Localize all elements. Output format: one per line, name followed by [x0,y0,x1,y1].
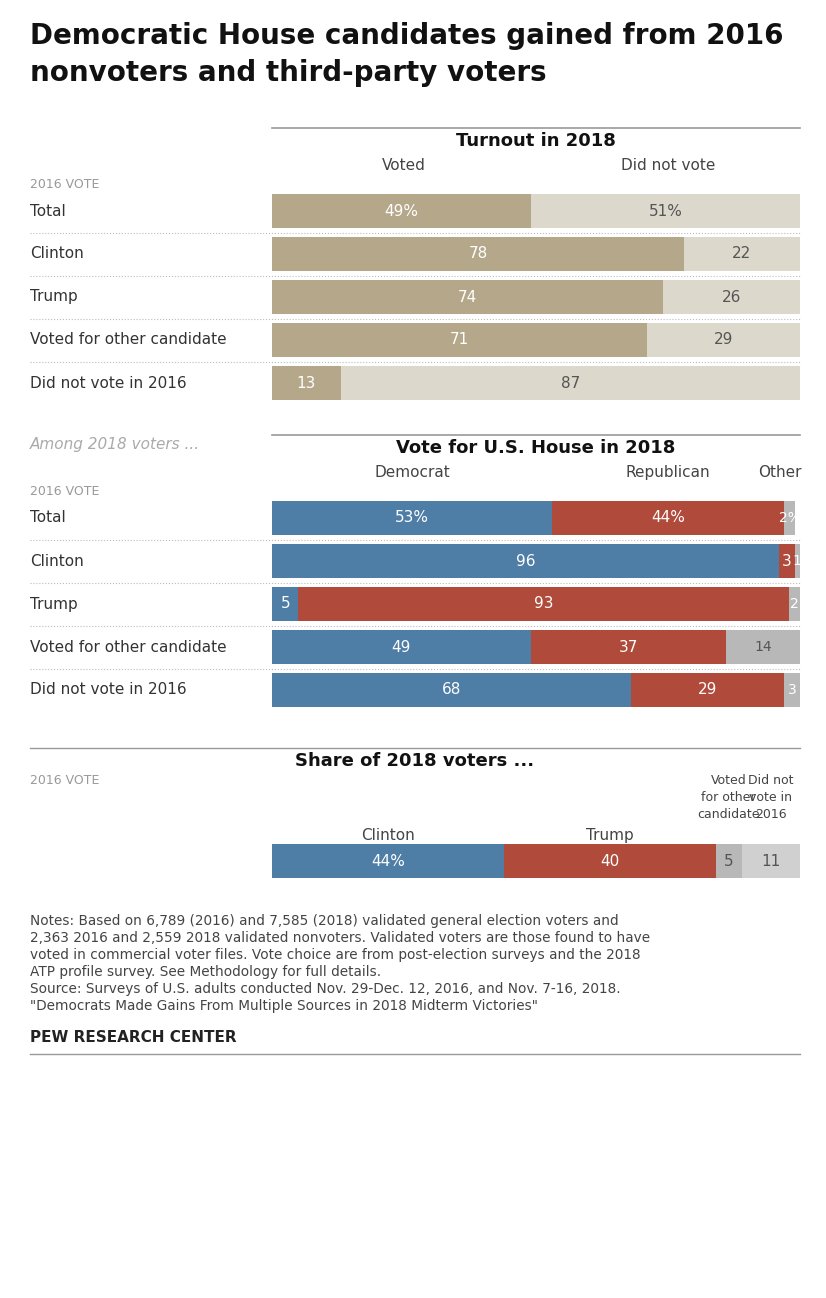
Text: Republican: Republican [625,465,710,480]
Text: Did not
vote in
2016: Did not vote in 2016 [748,774,794,822]
Text: Among 2018 voters ...: Among 2018 voters ... [30,437,200,452]
Text: 13: 13 [297,375,316,391]
Bar [272,844,505,877]
Text: Clinton: Clinton [361,828,415,842]
Text: Share of 2018 voters ...: Share of 2018 voters ... [296,752,534,770]
Text: 87: 87 [561,375,580,391]
Bar [272,323,647,357]
Text: Total: Total [30,510,66,526]
Bar [272,366,340,400]
Text: 29: 29 [714,332,733,348]
Bar [272,630,531,665]
Bar [784,672,800,707]
Text: 71: 71 [450,332,469,348]
Text: 37: 37 [619,640,638,654]
Bar [784,501,795,535]
Text: 29: 29 [698,683,717,697]
Text: Turnout in 2018: Turnout in 2018 [456,132,616,151]
Text: 96: 96 [515,553,535,569]
Bar [715,844,742,877]
Text: Did not vote in 2016: Did not vote in 2016 [30,375,187,391]
Text: Democratic House candidates gained from 2016
nonvoters and third-party voters: Democratic House candidates gained from … [30,22,784,87]
Text: Notes: Based on 6,789 (2016) and 7,585 (2018) validated general election voters : Notes: Based on 6,789 (2016) and 7,585 (… [30,914,619,928]
Text: 2: 2 [790,597,799,611]
Text: 49: 49 [392,640,411,654]
Text: 2016 VOTE: 2016 VOTE [30,774,99,787]
Bar [298,587,790,620]
Text: 1: 1 [793,554,802,569]
Bar [795,544,800,578]
Bar [531,630,726,665]
Bar [272,501,552,535]
Text: 22: 22 [733,247,752,261]
Text: Did not vote in 2016: Did not vote in 2016 [30,683,187,697]
Text: Total: Total [30,204,66,218]
Text: Voted
for other
candidate: Voted for other candidate [697,774,760,822]
Bar [742,844,800,877]
Text: 3: 3 [782,553,791,569]
Text: 11: 11 [762,854,781,868]
Text: Clinton: Clinton [30,247,83,261]
Bar [272,544,779,578]
Text: 49%: 49% [384,204,418,218]
Text: 2,363 2016 and 2,559 2018 validated nonvoters. Validated voters are those found : 2,363 2016 and 2,559 2018 validated nonv… [30,931,650,945]
Text: 53%: 53% [395,510,429,526]
Text: Other: Other [758,465,802,480]
Text: Vote for U.S. House in 2018: Vote for U.S. House in 2018 [396,439,676,457]
Bar [631,672,784,707]
Text: 14: 14 [754,640,771,654]
Bar [272,238,684,271]
Text: Source: Surveys of U.S. adults conducted Nov. 29-Dec. 12, 2016, and Nov. 7-16, 2: Source: Surveys of U.S. adults conducted… [30,983,620,996]
Text: Trump: Trump [30,289,78,305]
Text: Voted: Voted [382,158,426,173]
Bar [505,844,715,877]
Bar [272,280,662,314]
Text: Democrat: Democrat [374,465,450,480]
Bar [272,193,531,228]
Text: "Democrats Made Gains From Multiple Sources in 2018 Midterm Victories": "Democrats Made Gains From Multiple Sour… [30,999,538,1012]
Text: 5: 5 [724,854,733,868]
Text: ATP profile survey. See Methodology for full details.: ATP profile survey. See Methodology for … [30,964,381,979]
Bar [272,672,631,707]
Text: Did not vote: Did not vote [621,158,715,173]
Text: 44%: 44% [371,854,405,868]
Text: 44%: 44% [651,510,685,526]
Text: Voted for other candidate: Voted for other candidate [30,640,226,654]
Text: 51%: 51% [648,204,682,218]
Text: Voted for other candidate: Voted for other candidate [30,332,226,348]
Text: 78: 78 [468,247,487,261]
Text: PEW RESEARCH CENTER: PEW RESEARCH CENTER [30,1031,236,1045]
Text: 2016 VOTE: 2016 VOTE [30,178,99,191]
Text: 40: 40 [601,854,620,868]
Text: 3: 3 [788,683,796,697]
Bar [726,630,800,665]
Bar [684,238,800,271]
Bar [662,280,800,314]
Text: Clinton: Clinton [30,553,83,569]
Text: Trump: Trump [586,828,634,842]
Bar [647,323,800,357]
Bar [340,366,800,400]
Text: 2%: 2% [778,511,800,524]
Bar [531,193,800,228]
Bar [790,587,800,620]
Text: 68: 68 [442,683,461,697]
Bar [552,501,784,535]
Text: 5: 5 [280,597,290,611]
Bar [272,587,298,620]
Text: voted in commercial voter files. Vote choice are from post-election surveys and : voted in commercial voter files. Vote ch… [30,948,641,962]
Text: 26: 26 [722,289,741,305]
Text: 74: 74 [458,289,477,305]
Bar [779,544,795,578]
Text: Trump: Trump [30,597,78,611]
Text: 93: 93 [534,597,553,611]
Text: 2016 VOTE: 2016 VOTE [30,485,99,498]
